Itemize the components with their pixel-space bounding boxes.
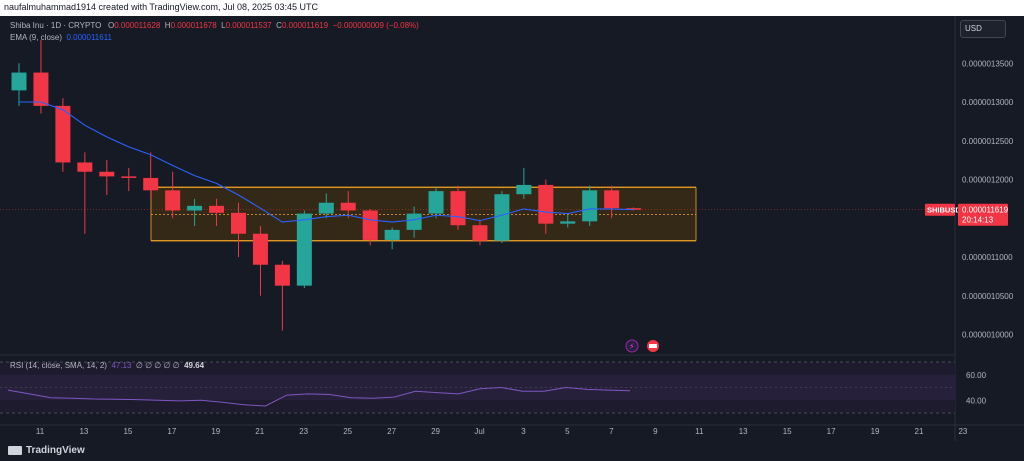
price-tick-label: 0.0000010500 (962, 292, 1014, 301)
price-tag-bg (958, 203, 1008, 226)
high-label: H (164, 21, 171, 30)
rsi-empty-values: ∅ ∅ ∅ ∅ ∅ (135, 361, 180, 370)
candle-body[interactable] (252, 233, 268, 265)
candle-body[interactable] (626, 208, 642, 210)
flag-event-glyph (649, 344, 657, 348)
candle-body[interactable] (143, 177, 159, 191)
time-tick-label: 13 (79, 427, 88, 436)
time-tick-label: 3 (521, 427, 526, 436)
candle-body[interactable] (538, 184, 554, 224)
time-tick-label: 13 (739, 427, 748, 436)
change-value: −0.000000009 (−0.08%) (332, 21, 419, 30)
time-tick-label: 11 (695, 427, 704, 436)
currency-button[interactable]: USD (960, 20, 1006, 38)
time-tick-label: 17 (827, 427, 836, 436)
ema-label: EMA (9, close) (10, 33, 63, 42)
time-tick-label: 23 (299, 427, 308, 436)
candle-body[interactable] (318, 202, 334, 214)
candle-body[interactable] (494, 194, 510, 241)
tradingview-mark-icon (8, 445, 22, 455)
ema-line[interactable] (19, 101, 634, 223)
candle-body[interactable] (231, 212, 246, 234)
caption-text: naufalmuhammad1914 created with TradingV… (4, 2, 319, 12)
rsi-tick-label: 40.00 (966, 396, 987, 405)
candle-body[interactable] (428, 191, 444, 214)
time-tick-label: 27 (387, 427, 396, 436)
price-tick-label: 0.0000013500 (962, 59, 1014, 68)
candle-body[interactable] (33, 72, 49, 106)
ohlc-legend: Shiba Inu · 1D · CRYPTO O0.000011628 H0.… (10, 21, 419, 30)
low-label: L (221, 21, 226, 30)
time-tick-label: 19 (871, 427, 880, 436)
open-value: 0.000011628 (114, 21, 161, 30)
price-tick-label: 0.0000013000 (962, 98, 1014, 107)
candle-body[interactable] (165, 190, 181, 211)
candle-body[interactable] (11, 72, 27, 91)
candle-body[interactable] (362, 210, 378, 240)
candle-body[interactable] (55, 105, 71, 163)
time-tick-label: 29 (431, 427, 440, 436)
candle-body[interactable] (77, 162, 93, 172)
symbol-tag-bg (925, 203, 955, 216)
ema-value: 0.000011611 (66, 33, 112, 42)
close-value: 0.000011619 (281, 21, 329, 30)
rsi-line[interactable] (7, 386, 631, 407)
price-tick-label: 0.0000012000 (962, 176, 1014, 185)
time-tick-label: 21 (255, 427, 264, 436)
price-tag-value: 0.000011619 (962, 206, 1009, 215)
rsi-sma-value: 49.64 (184, 361, 205, 370)
time-tick-label: 25 (343, 427, 352, 436)
candle-body[interactable] (99, 171, 115, 177)
rsi-tick-label: 60.00 (966, 371, 987, 380)
candle-body[interactable] (604, 190, 620, 209)
price-tick-label: 0.0000012500 (962, 137, 1014, 146)
low-value: 0.000011537 (225, 21, 272, 30)
time-tick-label: 17 (167, 427, 176, 436)
candle-body[interactable] (187, 205, 203, 211)
candle-body[interactable] (121, 176, 137, 178)
rsi-legend[interactable]: RSI (14, close, SMA, 14, 2) 47.13 ∅ ∅ ∅ … (10, 361, 204, 370)
time-tick-label: 5 (565, 427, 570, 436)
ema-legend[interactable]: EMA (9, close) 0.000011611 (10, 33, 112, 42)
symbol-tag-text: SHIBUSD (927, 206, 961, 215)
rsi-value: 47.13 (111, 361, 132, 370)
time-tick-label: Jul (474, 427, 484, 436)
caption-bar: naufalmuhammad1914 created with TradingV… (0, 0, 1024, 16)
rsi-label: RSI (14, close, SMA, 14, 2) (10, 361, 107, 370)
tradingview-logo: TradingView (8, 445, 85, 456)
time-tick-label: 21 (915, 427, 924, 436)
time-tick-label: 15 (783, 427, 792, 436)
candle-body[interactable] (582, 190, 598, 222)
time-tick-label: 15 (123, 427, 132, 436)
candle-body[interactable] (340, 202, 356, 211)
price-tick-label: 0.0000011000 (962, 253, 1013, 262)
price-tick-label: 0.0000010000 (962, 331, 1014, 340)
tradingview-text: TradingView (26, 445, 85, 456)
symbol-label[interactable]: Shiba Inu · 1D · CRYPTO (10, 21, 102, 30)
candle-body[interactable] (384, 229, 400, 240)
price-tag-countdown: 20:14:13 (962, 216, 994, 225)
lightning-glyph: ⚡ (629, 342, 635, 351)
time-tick-label: 11 (36, 427, 45, 436)
candle-body[interactable] (406, 213, 422, 230)
time-tick-label: 19 (211, 427, 220, 436)
close-label: C (276, 21, 282, 30)
candle-body[interactable] (209, 205, 225, 213)
candle-body[interactable] (516, 184, 532, 195)
candle-body[interactable] (450, 191, 466, 226)
open-label: O (107, 21, 115, 30)
time-tick-label: 9 (653, 427, 658, 436)
candle-body[interactable] (274, 264, 290, 286)
candle-body[interactable] (560, 221, 576, 224)
high-value: 0.000011678 (170, 21, 217, 30)
time-tick-label: 23 (958, 427, 967, 436)
lightning-event-icon[interactable] (625, 339, 639, 353)
candle-body[interactable] (472, 225, 488, 241)
candle-body[interactable] (296, 213, 312, 286)
time-tick-label: 7 (609, 427, 614, 436)
